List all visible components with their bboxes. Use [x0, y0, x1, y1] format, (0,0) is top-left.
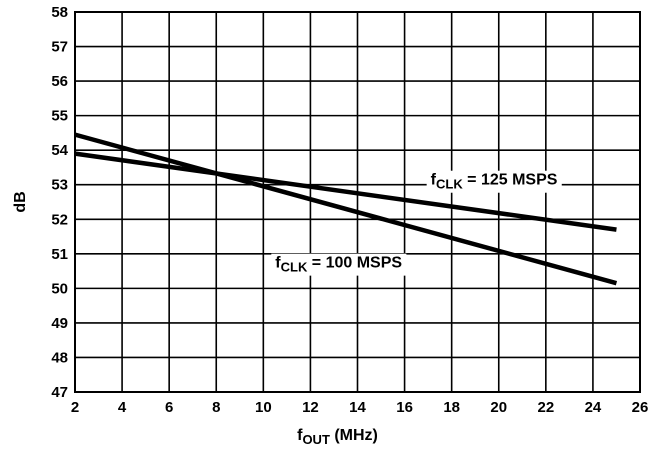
- x-axis-title-main: f: [297, 427, 303, 444]
- x-tick-label: 8: [212, 399, 220, 416]
- x-axis-title-suffix: (MHz): [330, 427, 378, 444]
- x-tick-label: 18: [443, 399, 460, 416]
- y-tick-label: 53: [51, 177, 68, 194]
- plot-frame: [74, 11, 641, 393]
- y-tick-label: 47: [51, 384, 68, 401]
- y-tick-label: 57: [51, 39, 68, 56]
- series-label-main: f: [275, 255, 281, 272]
- x-tick-label: 2: [71, 399, 79, 416]
- x-tick-label: 6: [165, 399, 173, 416]
- series-label-background: [426, 170, 562, 193]
- series-label-sub: CLK: [436, 177, 463, 192]
- series-label-text: fCLK = 125 MSPS: [431, 172, 558, 192]
- x-tick-label: 26: [632, 399, 649, 416]
- y-tick-label: 54: [51, 142, 68, 159]
- x-tick-label: 12: [302, 399, 319, 416]
- series-lines: [74, 132, 618, 286]
- series-label-text: fCLK = 100 MSPS: [275, 255, 402, 275]
- series-line: [74, 132, 618, 286]
- series-label-background: [271, 253, 407, 276]
- series-label-suffix: = 125 MSPS: [463, 172, 558, 189]
- y-tick-label: 58: [51, 4, 68, 21]
- x-tick-label: 16: [396, 399, 413, 416]
- y-tick-label: 50: [51, 280, 68, 297]
- series-label-suffix: = 100 MSPS: [307, 255, 402, 272]
- x-axis-title-sub: OUT: [302, 432, 330, 447]
- series-line: [74, 151, 617, 232]
- series-label: fCLK = 125 MSPS: [426, 170, 562, 193]
- y-tick-label: 52: [51, 211, 68, 228]
- x-tick-label: 20: [490, 399, 507, 416]
- y-tick-label: 56: [51, 73, 68, 90]
- series-label: fCLK = 100 MSPS: [271, 253, 407, 276]
- y-tick-label: 51: [51, 246, 68, 263]
- x-tick-label: 14: [349, 399, 366, 416]
- x-tick-label: 22: [537, 399, 554, 416]
- x-tick-label: 24: [585, 399, 602, 416]
- y-tick-label: 49: [51, 315, 68, 332]
- series-label-sub: CLK: [281, 260, 308, 275]
- x-tick-label: 10: [255, 399, 272, 416]
- y-tick-label: 55: [51, 108, 68, 125]
- grid: [74, 11, 641, 393]
- x-axis-title: fOUT (MHz): [297, 427, 378, 447]
- tick-labels: 2 4 6 8 10 12 14 16 18 20 22 24 26474849505152535455…: [51, 4, 648, 416]
- x-tick-label: 4: [118, 399, 127, 416]
- series-label-main: f: [431, 172, 437, 189]
- y-tick-label: 48: [51, 349, 68, 366]
- y-axis-title: dB: [12, 191, 29, 212]
